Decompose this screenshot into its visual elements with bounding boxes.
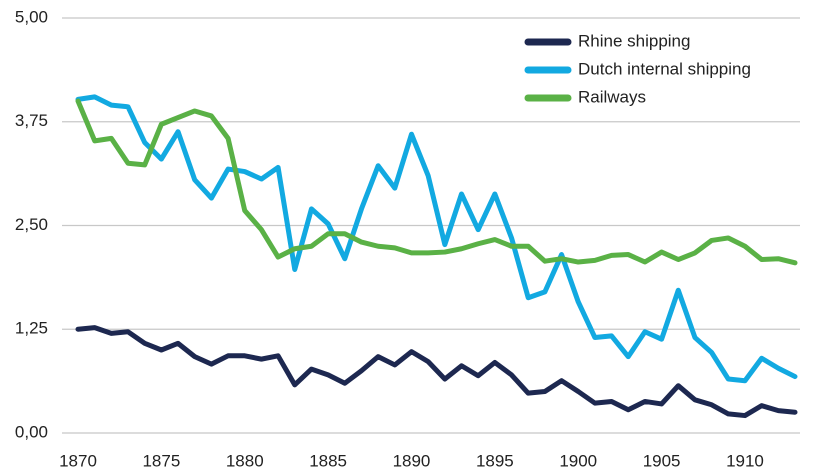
- x-tick-label: 1895: [476, 451, 514, 470]
- y-tick-label: 2,50: [15, 215, 48, 234]
- x-tick-label: 1910: [726, 451, 764, 470]
- series-line: [75, 94, 798, 384]
- x-tick-label: 1875: [142, 451, 180, 470]
- legend-label: Dutch internal shipping: [578, 59, 751, 78]
- y-tick-label: 0,00: [15, 422, 48, 441]
- series-line: [75, 325, 798, 419]
- x-tick-label: 1885: [309, 451, 347, 470]
- x-tick-label: 1880: [226, 451, 264, 470]
- y-tick-label: 3,75: [15, 111, 48, 130]
- legend-label: Rhine shipping: [578, 31, 690, 50]
- x-tick-label: 1905: [643, 451, 681, 470]
- y-tick-label: 5,00: [15, 7, 48, 26]
- x-tick-label: 1890: [393, 451, 431, 470]
- legend-label: Railways: [578, 87, 646, 106]
- y-tick-label: 1,25: [15, 319, 48, 338]
- x-tick-label: 1900: [559, 451, 597, 470]
- series-line: [75, 98, 798, 266]
- x-tick-label: 1870: [59, 451, 97, 470]
